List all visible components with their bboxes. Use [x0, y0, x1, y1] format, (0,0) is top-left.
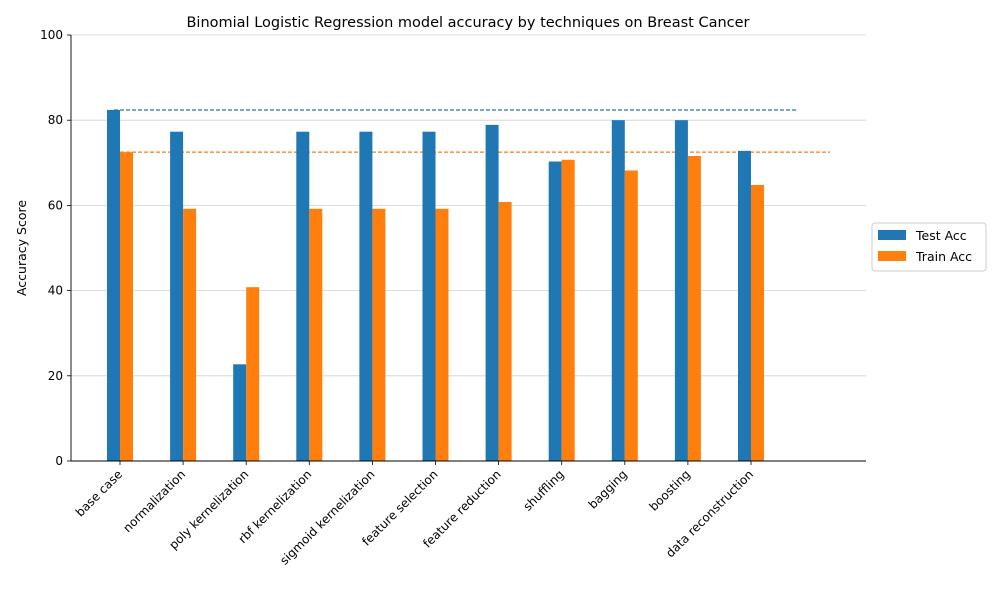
x-tick-label: base case: [73, 467, 125, 519]
y-axis-ticks: 0 20 40 60 80 100: [40, 28, 71, 468]
chart-title: Binomial Logistic Regression model accur…: [186, 15, 749, 31]
reference-lines: [114, 109, 830, 153]
bar-train-acc: [372, 208, 386, 461]
y-tick-label: 20: [48, 369, 63, 383]
bar-train-acc: [120, 152, 133, 461]
x-tick-label: boosting: [646, 467, 693, 514]
legend-swatch: [878, 251, 906, 261]
x-tick-label: shuffling: [520, 467, 566, 513]
bar-train-acc: [435, 208, 449, 461]
y-tick-label: 60: [48, 198, 63, 212]
y-tick-label: 80: [48, 113, 63, 127]
bar-train-acc: [498, 201, 512, 461]
legend-label: Train Acc: [915, 249, 972, 264]
bar-test-acc: [738, 150, 751, 461]
bar-train-acc: [183, 208, 197, 461]
bar-test-acc: [359, 131, 373, 461]
bar-test-acc: [107, 109, 120, 461]
bar-test-acc: [485, 124, 499, 462]
x-tick-label: bagging: [586, 467, 630, 511]
axes: [70, 35, 866, 462]
bars: [107, 109, 764, 462]
y-tick-label: 0: [55, 454, 63, 468]
grid-lines: [71, 34, 866, 377]
bar-train-acc: [624, 170, 638, 461]
bar-test-acc: [296, 131, 310, 461]
y-tick-label: 40: [48, 284, 63, 298]
bar-train-acc: [561, 159, 575, 461]
y-tick-label: 100: [40, 28, 63, 42]
legend: Test Acc Train Acc: [871, 222, 987, 272]
bar-test-acc: [611, 120, 625, 461]
bar-test-acc: [422, 131, 436, 461]
bar-test-acc: [233, 364, 247, 461]
legend-label: Test Acc: [915, 228, 967, 243]
bar-train-acc: [751, 184, 764, 461]
bar-test-acc: [674, 120, 688, 461]
bar-train-acc: [687, 155, 701, 461]
bar-test-acc: [170, 131, 184, 461]
bar-train-acc: [309, 208, 323, 461]
legend-swatch: [878, 230, 906, 240]
x-tick-label: normalization: [120, 467, 188, 535]
y-axis-label: Accuracy Score: [14, 200, 29, 296]
bar-train-acc: [246, 287, 260, 461]
bar-test-acc: [548, 161, 562, 461]
